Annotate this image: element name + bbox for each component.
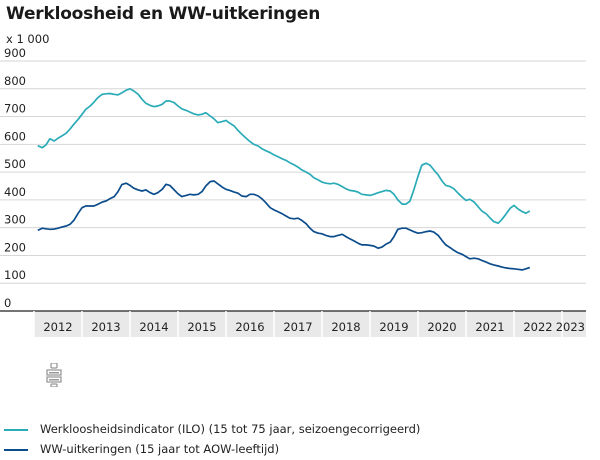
- y-tick-label: 700: [4, 102, 26, 116]
- x-tick-label: 2018: [331, 320, 360, 334]
- x-tick-label: 2019: [379, 320, 408, 334]
- y-tick-label: 200: [4, 240, 26, 254]
- x-tick-label: 2021: [475, 320, 504, 334]
- x-tick-label: 2014: [139, 320, 168, 334]
- x-tick-label: 2015: [187, 320, 216, 334]
- y-tick-label: 600: [4, 129, 26, 143]
- y-tick-label: 900: [4, 46, 26, 60]
- chart-title: Werkloosheid en WW-uitkeringen: [6, 4, 321, 24]
- y-tick-label: 300: [4, 213, 26, 227]
- gridlines: [0, 60, 586, 312]
- legend-label-ww: WW-uitkeringen (15 jaar tot AOW-leeftijd…: [40, 442, 280, 456]
- legend-swatch-ww: [4, 449, 28, 451]
- x-tick-label: 2023: [556, 320, 585, 334]
- legend-item-ww: WW-uitkeringen (15 jaar tot AOW-leeftijd…: [4, 440, 564, 460]
- legend-label-ilo: Werkloosheidsindicator (ILO) (15 tot 75 …: [40, 422, 421, 436]
- x-tick-label: 2012: [43, 320, 72, 334]
- legend: Werkloosheidsindicator (ILO) (15 tot 75 …: [4, 420, 564, 460]
- x-tick-label: 2017: [283, 320, 312, 334]
- legend-swatch-ilo: [4, 429, 28, 431]
- series-lines: [37, 87, 531, 271]
- x-tick-label: 2022: [523, 320, 552, 334]
- y-tick-label: 0: [4, 296, 11, 310]
- y-axis-ticks: 0 100 200 300 400 500 600 700 800 900: [4, 46, 26, 310]
- y-tick-label: 100: [4, 268, 26, 282]
- x-axis-band: [34, 311, 586, 337]
- series-line-ww: [37, 180, 531, 271]
- x-tick-label: 2013: [91, 320, 120, 334]
- x-tick-label: 2016: [235, 320, 264, 334]
- x-axis-ticks: 2012 2013 2014 2015 2016 2017 2018 2019 2020 2021…: [33, 311, 585, 337]
- x-tick-label: 2020: [427, 320, 456, 334]
- y-tick-label: 800: [4, 74, 26, 88]
- cbs-logo-icon: [44, 362, 64, 388]
- y-tick-label: 400: [4, 185, 26, 199]
- series-line-ilo: [37, 87, 531, 225]
- y-tick-label: 500: [4, 157, 26, 171]
- legend-item-ilo: Werkloosheidsindicator (ILO) (15 tot 75 …: [4, 420, 564, 440]
- y-axis-unit-label: x 1 000: [6, 32, 50, 46]
